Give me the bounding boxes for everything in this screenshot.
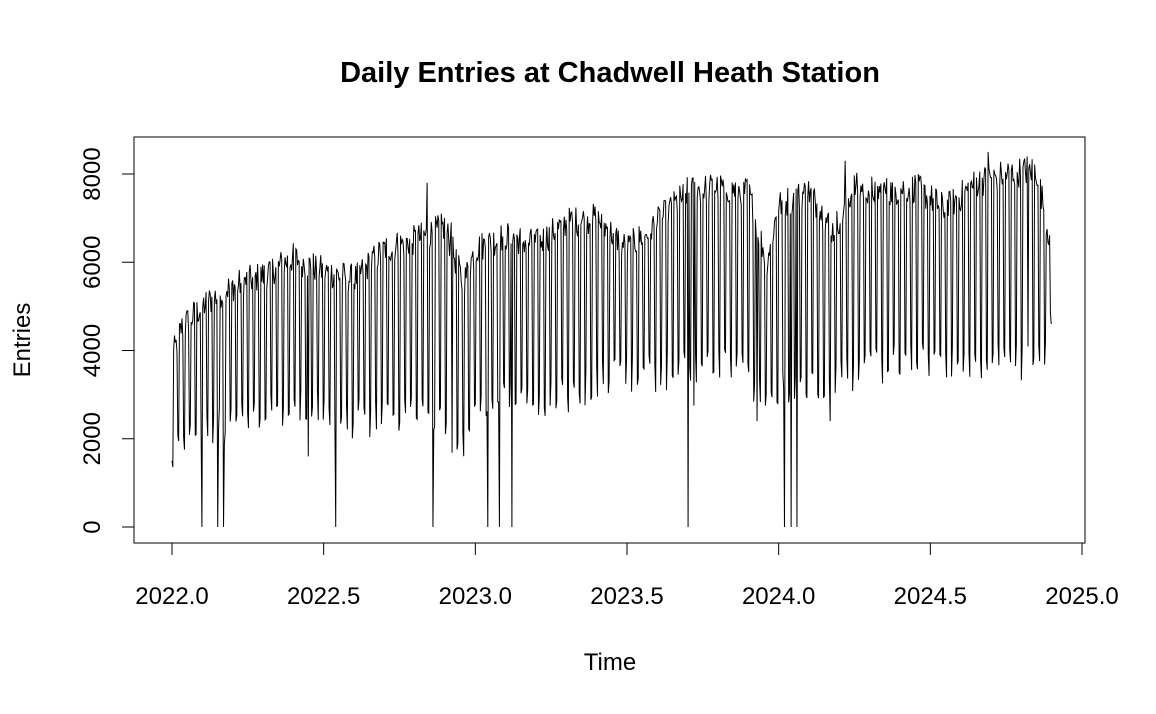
series-line [171,151,1052,528]
y-tick-label: 2000 [79,412,106,465]
y-tick-label: 6000 [79,236,106,289]
y-axis-label: Entries [9,303,36,378]
x-tick-label: 2025.0 [1045,583,1118,610]
series-group [171,151,1052,528]
x-axis-label: Time [584,649,636,676]
x-axis: 2022.0 2022.5 2023.0 2023.5 2024.0 2024.5 2025… [135,542,1119,610]
x-tick-label: 2023.5 [590,583,663,610]
x-tick-label: 2024.0 [742,583,815,610]
x-tick-label: 2022.5 [287,583,360,610]
x-tick-label: 2023.0 [439,583,512,610]
x-tick-label: 2024.5 [894,583,967,610]
x-tick-label: 2022.0 [135,583,208,610]
y-tick-label: 8000 [79,147,106,200]
y-tick-label: 4000 [79,324,106,377]
y-axis: 0 2000 4000 6000 8000 [79,147,135,534]
y-tick-label: 0 [79,520,106,533]
chart-title: Daily Entries at Chadwell Heath Station [340,57,880,89]
